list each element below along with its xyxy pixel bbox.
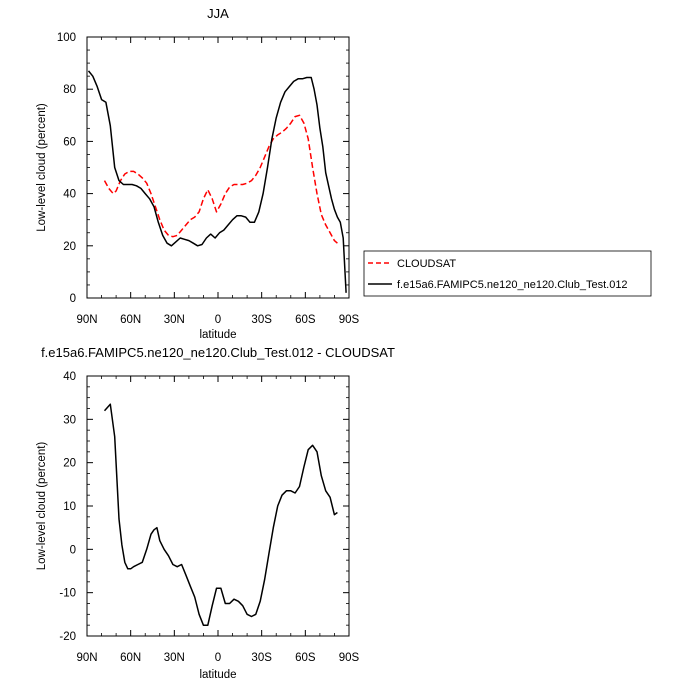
- chart-2-y-ticks: -20 -10 0 10 20 30 40: [59, 371, 349, 643]
- chart-1-x-ticks: 90N 60N 30N 0 30S 60S 90S: [76, 37, 360, 326]
- y-tick-label: -10: [59, 588, 76, 600]
- series-line-model: [103, 403, 338, 626]
- chart-2: f.e15a6.FAMIPC5.ne120_ne120.Club_Test.01…: [36, 345, 395, 681]
- x-tick-label: 90N: [76, 314, 97, 326]
- chart-2-y-axis-label: Low-level cloud (percent): [36, 442, 48, 571]
- x-tick-label: 60N: [120, 314, 141, 326]
- y-tick-label: 40: [63, 371, 76, 383]
- y-tick-label: 40: [63, 189, 76, 201]
- legend-label-cloudsat: CLOUDSAT: [397, 258, 456, 270]
- y-tick-label: -20: [59, 631, 76, 643]
- chart-2-plot-frame: [86, 375, 350, 637]
- y-tick-label: 80: [63, 84, 76, 96]
- chart-2-x-axis-label: latitude: [199, 669, 236, 681]
- x-tick-label: 90S: [339, 652, 360, 664]
- y-tick-label: 0: [70, 293, 76, 305]
- x-tick-label: 0: [215, 652, 221, 664]
- y-tick-label: 30: [63, 414, 76, 426]
- y-tick-label: 20: [63, 241, 76, 253]
- y-tick-label: 100: [57, 32, 76, 44]
- chart-2-series: [103, 403, 338, 626]
- y-tick-label: 10: [63, 501, 76, 513]
- legend-label-model: f.e15a6.FAMIPC5.ne120_ne120.Club_Test.01…: [397, 279, 628, 291]
- x-tick-label: 30S: [251, 652, 272, 664]
- x-tick-label: 0: [215, 314, 221, 326]
- series-line-cloudsat: [103, 114, 338, 244]
- chart-1-y-ticks: 0 20 40 60 80 100: [57, 32, 349, 305]
- chart-1: JJA 0 20 40 60 80 100 90N 60N 30N 0 30S 60S 90S lat…: [36, 6, 652, 341]
- chart-2-title: f.e15a6.FAMIPC5.ne120_ne120.Club_Test.01…: [41, 345, 395, 360]
- chart-1-title: JJA: [207, 6, 229, 21]
- x-tick-label: 30N: [164, 314, 185, 326]
- x-tick-label: 90N: [76, 652, 97, 664]
- x-tick-label: 30N: [164, 652, 185, 664]
- y-tick-label: 60: [63, 136, 76, 148]
- x-tick-label: 90S: [339, 314, 360, 326]
- chart-1-plot-frame: [86, 36, 350, 299]
- x-tick-label: 60N: [120, 652, 141, 664]
- y-tick-label: 0: [70, 544, 76, 556]
- x-tick-label: 30S: [251, 314, 272, 326]
- legend-box: [363, 250, 652, 297]
- y-tick-label: 20: [63, 458, 76, 470]
- chart-1-legend: CLOUDSAT f.e15a6.FAMIPC5.ne120_ne120.Clu…: [363, 250, 652, 297]
- series-line-model: [87, 70, 347, 293]
- x-tick-label: 60S: [295, 652, 316, 664]
- chart-1-series: [87, 70, 347, 293]
- x-tick-label: 60S: [295, 314, 316, 326]
- chart-1-x-axis-label: latitude: [199, 329, 236, 341]
- chart-1-y-axis-label: Low-level cloud (percent): [36, 103, 48, 232]
